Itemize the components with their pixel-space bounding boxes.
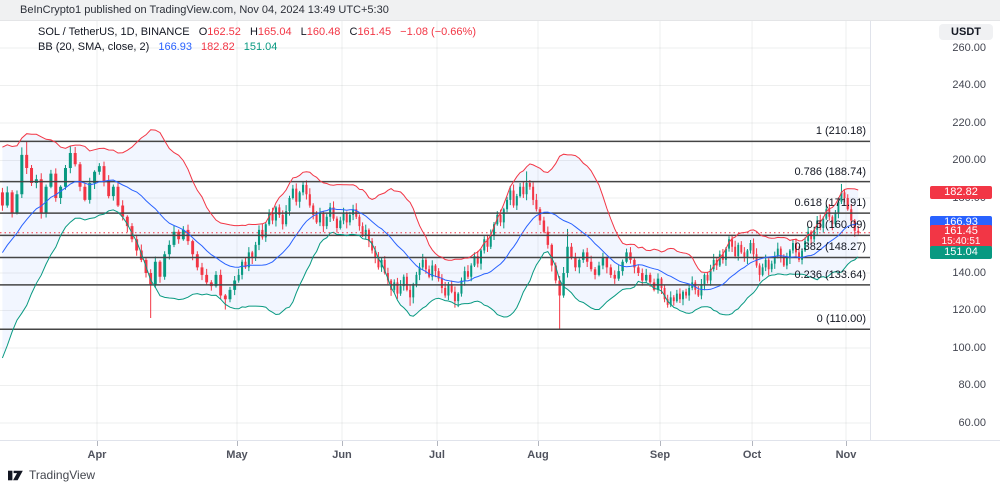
high-value: 165.04 xyxy=(257,26,292,38)
fib-level-label: 0 (110.00) xyxy=(816,313,866,326)
month-label: May xyxy=(226,449,248,461)
time-tick xyxy=(752,441,754,446)
price-tick-label: 100.00 xyxy=(952,341,986,354)
change-value: −1.08 (−0.66%) xyxy=(400,26,476,38)
bb-basis-value: 166.93 xyxy=(158,41,192,53)
month-label: Sep xyxy=(649,449,671,461)
tradingview-logo-text: TradingView xyxy=(29,468,96,482)
price-tick-label: 60.00 xyxy=(958,416,986,429)
attribution-bar: BeInCrypto1 published on TradingView.com… xyxy=(0,0,1000,21)
bb-lower-value: 151.04 xyxy=(243,41,278,53)
price-tick-label: 260.00 xyxy=(952,41,986,54)
currency-chip: USDT xyxy=(939,24,993,40)
price-axis[interactable]: USDT 260.00240.00220.00200.00180.00160.0… xyxy=(870,0,1000,440)
month-label: Aug xyxy=(527,449,549,461)
candlestick-chart[interactable] xyxy=(0,0,870,440)
time-tick xyxy=(538,441,539,446)
attribution-text: BeInCrypto1 published on TradingView.com… xyxy=(20,4,389,16)
time-tick xyxy=(97,441,98,446)
month-label: Nov xyxy=(835,449,857,461)
chart-legend: SOL / TetherUS, 1D, BINANCE O162.52 H165… xyxy=(38,25,476,55)
month-label: Apr xyxy=(87,449,107,461)
fib-level-label: 0.618 (171.91) xyxy=(794,197,866,210)
price-tick-label: 220.00 xyxy=(952,116,986,129)
close-label: C xyxy=(349,26,358,38)
price-tick-label: 80.00 xyxy=(958,379,986,391)
bb-legend-row[interactable]: BB (20, SMA, close, 2) 166.93 182.82 151… xyxy=(38,40,476,55)
fib-level-label: 0.786 (188.74) xyxy=(794,165,866,178)
price-badge: 151.04 xyxy=(930,245,992,259)
bb-indicator-title: BB (20, SMA, close, 2) xyxy=(38,41,150,53)
fib-level-label: 0.382 (148.27) xyxy=(794,241,866,254)
open-value: 162.52 xyxy=(207,26,241,38)
price-tick-label: 120.00 xyxy=(952,304,986,316)
month-label: Oct xyxy=(742,449,762,461)
time-tick xyxy=(437,441,438,446)
high-label: H xyxy=(249,26,258,38)
time-tick xyxy=(236,441,238,446)
low-label: L xyxy=(300,26,307,38)
tradingview-logo-icon xyxy=(8,470,23,480)
time-tick xyxy=(341,441,343,446)
price-badge: 161.45 15:40:51 xyxy=(930,225,992,249)
close-value: 161.45 xyxy=(357,26,392,38)
symbol-title: SOL / TetherUS, 1D, BINANCE xyxy=(38,26,190,38)
tradingview-watermark[interactable]: TradingView xyxy=(8,468,95,482)
price-badge: 182.82 xyxy=(930,186,992,200)
fib-level-label: 1 (210.18) xyxy=(815,125,866,138)
price-tick-label: 240.00 xyxy=(952,79,986,91)
time-tick xyxy=(845,441,847,446)
low-value: 160.48 xyxy=(306,26,341,38)
symbol-legend-row[interactable]: SOL / TetherUS, 1D, BINANCE O162.52 H165… xyxy=(38,25,476,40)
time-tick xyxy=(659,441,661,446)
fib-level-label: 0.5 (160.09) xyxy=(806,219,866,232)
fib-level-label: 0.236 (133.64) xyxy=(794,268,866,281)
month-label: Jul xyxy=(429,449,445,461)
month-label: Jun xyxy=(332,449,352,461)
open-label: O xyxy=(198,26,208,38)
time-axis[interactable]: Apr May Jun Jul Aug Sep Oct Nov TradingView xyxy=(0,440,1000,490)
price-tick-label: 200.00 xyxy=(952,154,986,166)
bb-upper-value: 182.82 xyxy=(201,41,235,53)
price-tick-label: 140.00 xyxy=(952,266,986,279)
